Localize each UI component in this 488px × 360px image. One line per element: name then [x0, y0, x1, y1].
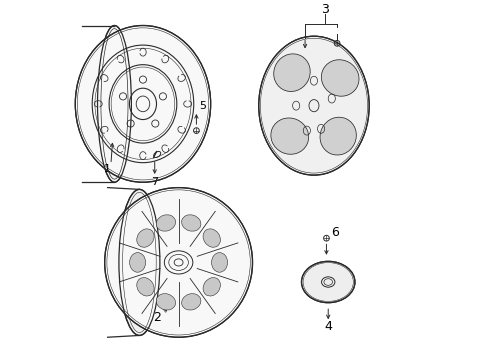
Ellipse shape [137, 278, 154, 296]
Ellipse shape [156, 215, 175, 231]
Ellipse shape [301, 261, 354, 303]
Ellipse shape [203, 229, 220, 247]
Ellipse shape [129, 253, 145, 272]
Ellipse shape [156, 294, 175, 310]
Text: 1: 1 [103, 164, 111, 174]
Ellipse shape [319, 117, 356, 155]
Ellipse shape [137, 229, 154, 247]
Ellipse shape [104, 188, 252, 337]
Ellipse shape [258, 36, 368, 175]
Ellipse shape [203, 278, 220, 296]
Ellipse shape [97, 26, 131, 182]
Ellipse shape [181, 215, 201, 231]
Ellipse shape [270, 118, 308, 154]
Text: 2: 2 [153, 311, 161, 324]
Text: 7: 7 [151, 176, 158, 186]
Text: 6: 6 [331, 226, 339, 239]
Ellipse shape [321, 60, 358, 96]
Text: 3: 3 [320, 3, 328, 16]
Ellipse shape [211, 253, 227, 272]
Ellipse shape [75, 26, 210, 182]
Ellipse shape [119, 189, 160, 336]
Text: 4: 4 [324, 320, 331, 333]
Ellipse shape [181, 294, 201, 310]
Ellipse shape [273, 54, 309, 91]
Text: 5: 5 [199, 102, 206, 111]
